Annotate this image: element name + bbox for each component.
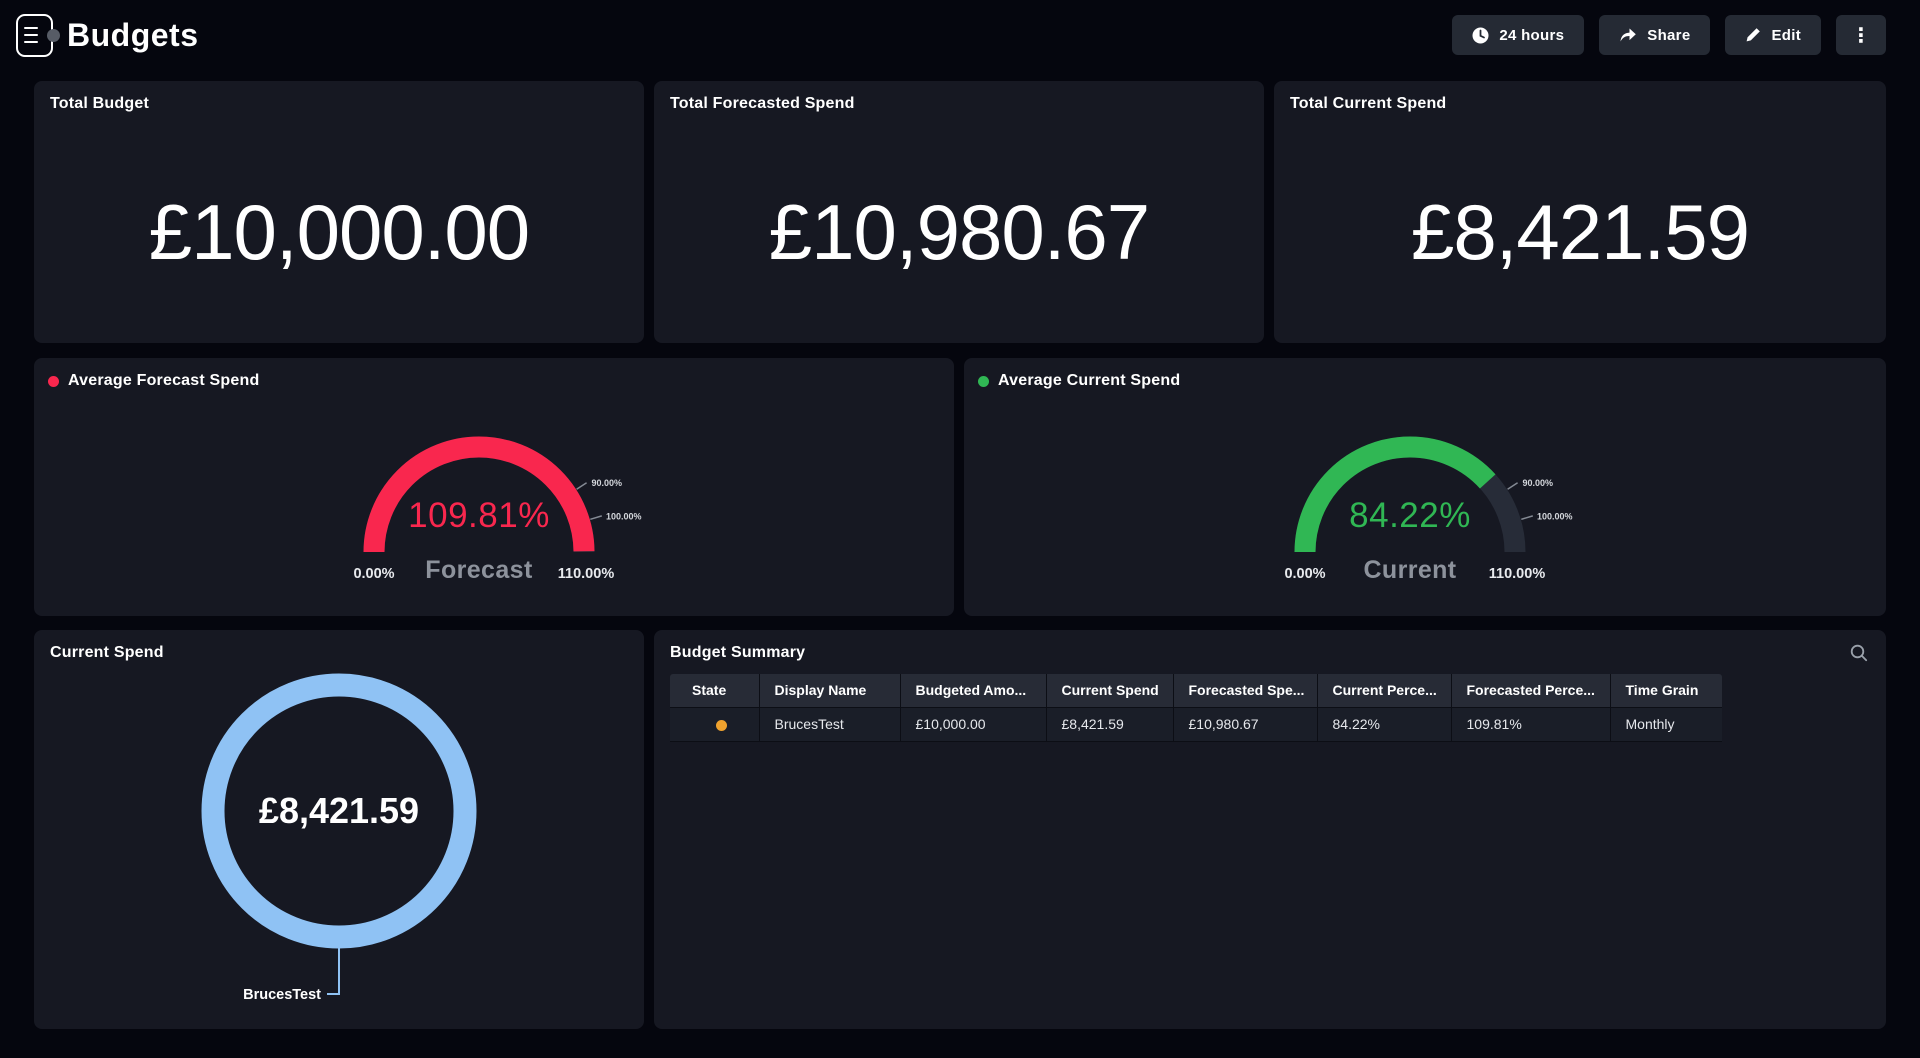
- more-options-button[interactable]: ⋮: [1836, 15, 1886, 55]
- gauge-forecast-chart: 90.00% 100.00% 109.81% Forecast 0.00% 11…: [34, 390, 954, 588]
- gauge-tick: [590, 515, 603, 521]
- tile-average-forecast-spend: Average Forecast Spend 90.00% 100.00% 10…: [34, 358, 954, 616]
- gauge-tick: [1521, 515, 1534, 521]
- display-name-cell: BrucesTest: [758, 706, 900, 742]
- donut-ring[interactable]: [201, 673, 477, 949]
- gauge-label: Forecast: [425, 556, 533, 584]
- time-range-label: 24 hours: [1499, 26, 1565, 44]
- current-percentage-cell: 84.22%: [1316, 706, 1451, 742]
- kebab-icon: ⋮: [1851, 24, 1871, 47]
- gauge-arc: [1294, 436, 1526, 553]
- tile-total-budget: Total Budget £10,000.00: [34, 81, 644, 343]
- col-budgeted-amount[interactable]: Budgeted Amo...: [899, 674, 1046, 707]
- col-current-percentage[interactable]: Current Perce...: [1316, 674, 1451, 707]
- col-forecasted-spend[interactable]: Forecasted Spe...: [1172, 674, 1317, 707]
- table-row[interactable]: BrucesTest £10,000.00 £8,421.59 £10,980.…: [670, 706, 1722, 742]
- tile-title: Budget Summary: [670, 644, 806, 661]
- legend-dot: [978, 375, 989, 387]
- donut-callout-line: [327, 940, 340, 995]
- time-grain-cell: Monthly: [1609, 706, 1722, 742]
- search-icon[interactable]: [1848, 642, 1872, 666]
- gauge-current-chart: 90.00% 100.00% 84.22% Current 0.00% 110.…: [964, 390, 1886, 588]
- menu-line: [24, 40, 38, 43]
- gauge-value: 109.81%: [408, 496, 550, 535]
- kpi-value: £10,000.00: [148, 187, 530, 276]
- gauge-value: 84.22%: [1349, 496, 1471, 535]
- col-forecasted-percentage[interactable]: Forecasted Perce...: [1450, 674, 1610, 707]
- col-display-name[interactable]: Display Name: [758, 674, 900, 707]
- donut-center-value: £8,421.59: [259, 790, 419, 831]
- donut-segment-label: BrucesTest: [243, 987, 321, 1003]
- time-range-button[interactable]: 24 hours: [1452, 15, 1585, 55]
- page-title: Budgets: [67, 16, 199, 53]
- tile-title: Total Budget: [50, 95, 149, 112]
- tile-title: Current Spend: [50, 644, 164, 661]
- top-bar: Budgets 24 hours Share Edit: [0, 0, 1920, 70]
- current-spend-cell: £8,421.59: [1045, 706, 1173, 742]
- state-dot: [716, 719, 728, 731]
- clock-icon: [1472, 27, 1489, 44]
- pencil-icon: [1745, 27, 1761, 43]
- tile-budget-summary: Budget Summary State Display Name Budget…: [654, 630, 1886, 1029]
- tile-total-forecasted-spend: Total Forecasted Spend £10,980.67: [654, 81, 1264, 343]
- edit-button[interactable]: Edit: [1725, 15, 1821, 55]
- gauge-label: Current: [1363, 556, 1456, 584]
- kpi-value: £10,980.67: [768, 187, 1150, 276]
- share-icon: [1619, 27, 1637, 43]
- tile-title: Total Current Spend: [1290, 95, 1447, 112]
- tile-title: Average Current Spend: [998, 372, 1181, 389]
- budget-summary-table: State Display Name Budgeted Amo... Curre…: [670, 674, 1722, 742]
- legend-dot: [48, 375, 59, 387]
- gauge-tick-label: 100.00%: [606, 512, 642, 522]
- donut-chart: £8,421.59 BrucesTest: [34, 662, 644, 1016]
- state-cell: [670, 706, 759, 742]
- sidebar-pin-dot: [47, 28, 60, 42]
- tile-average-current-spend: Average Current Spend 90.00% 100.00% 84.…: [964, 358, 1886, 616]
- share-button[interactable]: Share: [1599, 15, 1711, 55]
- gauge-min-label: 0.00%: [353, 566, 394, 582]
- budgeted-amount-cell: £10,000.00: [899, 706, 1046, 742]
- tile-current-spend-donut: Current Spend £8,421.59 BrucesTest: [34, 630, 644, 1029]
- topbar-actions: 24 hours Share Edit ⋮: [1452, 15, 1886, 55]
- gauge-tick-label: 90.00%: [1523, 478, 1554, 488]
- menu-line: [24, 26, 38, 29]
- forecasted-spend-cell: £10,980.67: [1172, 706, 1317, 742]
- gauge-max-label: 110.00%: [558, 566, 615, 582]
- gauge-tick: [576, 482, 588, 490]
- col-current-spend[interactable]: Current Spend: [1045, 674, 1173, 707]
- menu-line: [24, 33, 38, 36]
- sidebar-menu-icon[interactable]: [16, 13, 60, 57]
- gauge-tick: [1507, 482, 1519, 490]
- gauge-max-label: 110.00%: [1489, 566, 1546, 582]
- gauge-arc: [363, 436, 595, 553]
- gauge-tick-label: 90.00%: [592, 478, 623, 488]
- forecasted-percentage-cell: 109.81%: [1450, 706, 1610, 742]
- col-time-grain[interactable]: Time Grain: [1609, 674, 1722, 707]
- tile-title: Average Forecast Spend: [68, 372, 260, 389]
- tile-title: Total Forecasted Spend: [670, 95, 855, 112]
- tile-total-current-spend: Total Current Spend £8,421.59: [1274, 81, 1886, 343]
- share-label: Share: [1647, 26, 1691, 44]
- col-state[interactable]: State: [670, 674, 759, 707]
- gauge-tick-label: 100.00%: [1537, 512, 1573, 522]
- gauge-min-label: 0.00%: [1284, 566, 1325, 582]
- kpi-value: £8,421.59: [1410, 187, 1750, 276]
- edit-label: Edit: [1771, 26, 1801, 44]
- table-header-row: State Display Name Budgeted Amo... Curre…: [670, 674, 1722, 707]
